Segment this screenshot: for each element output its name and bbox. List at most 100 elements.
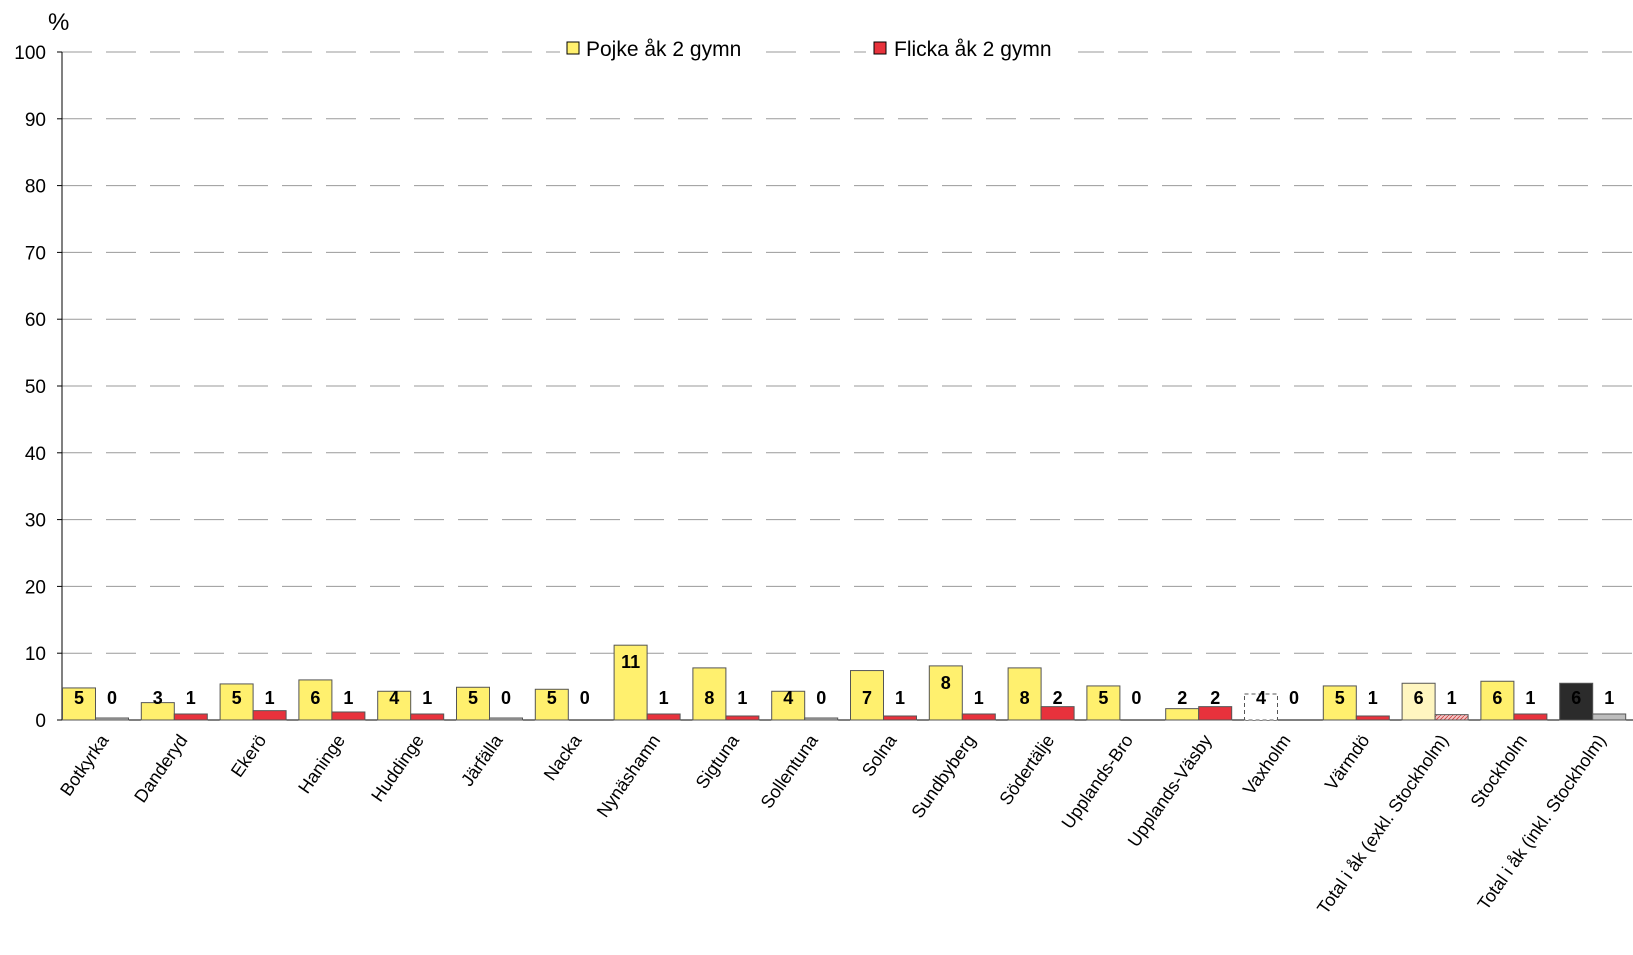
bar-pojke: [62, 687, 96, 721]
bar-flicka: [1355, 715, 1390, 721]
bar-flicka: [173, 713, 208, 721]
legend-background: [560, 34, 760, 64]
data-label-flicka: 0: [501, 688, 511, 708]
category-labels: Botkyrka Danderyd Ekerö Haninge Huddinge Järf…: [56, 730, 1610, 918]
data-label-flicka: 0: [1289, 688, 1299, 708]
data-label-pojke: 8: [1020, 688, 1030, 708]
legend: Pojke åk 2 gymn Flicka åk 2 gymn: [566, 38, 1052, 61]
category-label: Ekerö: [227, 731, 270, 781]
bar-pojke: [1480, 680, 1515, 721]
data-label-flicka: 1: [974, 688, 984, 708]
bar-pojke: [456, 686, 490, 721]
data-label-pojke: 5: [1335, 688, 1345, 708]
category-label: Vaxholm: [1239, 731, 1295, 799]
bar-pojke: [1322, 685, 1357, 721]
bars: [62, 644, 1627, 721]
data-label-flicka: 1: [422, 688, 432, 708]
category-label: Nacka: [540, 730, 586, 784]
bar-pojke: [613, 644, 648, 721]
y-tick-label: 90: [25, 110, 46, 131]
data-label-pojke: 4: [389, 688, 399, 708]
data-label-flicka: 1: [895, 688, 905, 708]
bar-pojke: [1244, 693, 1278, 721]
bar-pojke: [219, 683, 254, 721]
data-label-pojke: 7: [862, 688, 872, 708]
bar-pojke: [1401, 682, 1436, 721]
data-label-pojke: 5: [547, 688, 557, 708]
category-label: Södertälje: [995, 731, 1058, 809]
data-label-flicka: 1: [737, 688, 747, 708]
bar-flicka: [1198, 706, 1233, 721]
category-label: Järfälla: [457, 730, 507, 790]
bar-flicka: [489, 717, 523, 721]
data-label-pojke: 5: [232, 688, 242, 708]
y-tick-label: 60: [25, 310, 46, 331]
data-label-flicka: 1: [659, 688, 669, 708]
bar-flicka: [410, 713, 445, 721]
bar-flicka: [1513, 713, 1548, 721]
legend-swatch-pojke: [566, 41, 580, 55]
bar-flicka: [725, 715, 760, 721]
data-label-pojke: 5: [74, 688, 84, 708]
data-label-pojke: 2: [1177, 688, 1187, 708]
category-label: Nynäshamn: [593, 731, 664, 821]
bar-flicka: [646, 713, 681, 721]
y-tick-label: 70: [25, 243, 46, 264]
category-label: Huddinge: [367, 731, 428, 806]
category-label: Total i åk (exkl. Stockholm): [1313, 731, 1452, 918]
bar-flicka: [883, 715, 917, 721]
category-label: Sigtuna: [692, 730, 744, 792]
data-label-pojke: 6: [1492, 688, 1502, 708]
data-label-flicka: 1: [265, 688, 275, 708]
bar-pojke: [534, 688, 569, 721]
data-label-flicka: 0: [107, 688, 117, 708]
category-label: Danderyd: [130, 731, 191, 806]
bar-flicka: [1434, 714, 1469, 721]
legend-background: [866, 34, 1078, 64]
data-label-pojke: 4: [1256, 688, 1266, 708]
gridlines: [57, 34, 1633, 721]
data-label-pojke: 3: [153, 688, 163, 708]
data-label-flicka: 0: [816, 688, 826, 708]
bar-flicka: [252, 710, 287, 721]
legend-swatch-flicka: [873, 41, 887, 55]
data-label-pojke: 6: [1414, 688, 1424, 708]
bar-flicka: [961, 713, 996, 721]
data-label-pojke: 8: [941, 673, 951, 693]
category-label: Botkyrka: [56, 730, 113, 800]
data-label-pojke: 5: [1098, 688, 1108, 708]
data-label-flicka: 2: [1210, 688, 1220, 708]
bar-flicka: [1592, 713, 1627, 721]
data-label-pojke: 11: [621, 652, 640, 672]
data-label-flicka: 1: [1447, 688, 1457, 708]
bar-flicka: [95, 717, 129, 721]
y-axis-unit-label: %: [48, 9, 69, 36]
y-tick-label: 50: [25, 377, 46, 398]
y-tick-label: 40: [25, 444, 46, 465]
category-label: Värmdö: [1321, 731, 1374, 794]
bar-pojke: [1559, 682, 1594, 721]
data-label-pojke: 8: [704, 688, 714, 708]
category-label: Stockholm: [1466, 731, 1531, 811]
category-label: Sundbyberg: [907, 731, 979, 822]
bar-pojke: [1007, 667, 1042, 721]
y-tick-label: 80: [25, 177, 46, 198]
data-label-flicka: 1: [1525, 688, 1535, 708]
bar-pojke: [298, 679, 333, 721]
data-label-flicka: 1: [343, 688, 353, 708]
legend-label-flicka: Flicka åk 2 gymn: [894, 38, 1052, 61]
y-tick-label: 10: [25, 644, 46, 665]
bar-pojke: [771, 690, 806, 721]
data-label-flicka: 1: [1604, 688, 1614, 708]
data-label-flicka: 2: [1053, 688, 1063, 708]
data-label-flicka: 1: [186, 688, 196, 708]
y-tick-label: 100: [14, 43, 46, 64]
data-label-flicka: 0: [580, 688, 590, 708]
legend-label-pojke: Pojke åk 2 gymn: [586, 38, 741, 61]
data-label-flicka: 0: [1131, 688, 1141, 708]
data-label-pojke: 5: [468, 688, 478, 708]
bar-pojke: [377, 690, 412, 721]
bar-pojke: [928, 665, 963, 721]
